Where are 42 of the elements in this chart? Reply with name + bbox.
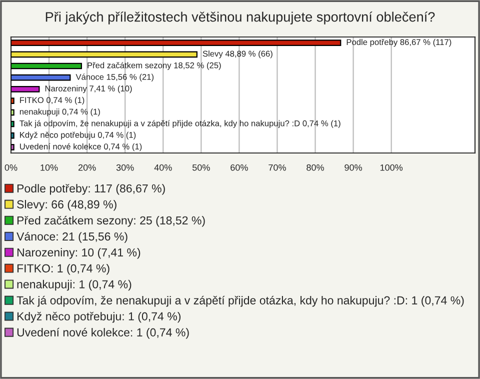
x-tick-label: 40% <box>154 164 172 171</box>
text: Slevy: 66 (48,89 %) <box>17 200 116 211</box>
x-tick-label: 80% <box>306 164 324 171</box>
data-label: Když něco potřebuju 0,74 % (1) <box>20 132 136 140</box>
text: nenakupuji: 1 (0,74 %) <box>17 280 132 291</box>
text: Uvedení nové kolekce: 1 (0,74 %) <box>17 328 189 339</box>
bar <box>11 51 198 58</box>
data-label: Slevy 48,89 % (66) <box>202 50 272 58</box>
bar <box>11 40 342 46</box>
x-tick-label: 10% <box>40 164 58 171</box>
data-label: Narozeniny 7,41 % (10) <box>45 85 132 94</box>
data-label: Podle potřeby 86,67 % (117) <box>346 38 452 47</box>
bar <box>11 144 14 150</box>
x-tick-label: 0% <box>4 164 18 171</box>
bar <box>11 120 14 128</box>
text: Před začátkem sezony: 25 (18,52 %) <box>17 216 205 227</box>
text: FITKO: 1 (0,74 %) <box>17 264 110 275</box>
text: Tak já odpovím, že nenakupuji a v zápětí přijde otázka, kdy ho nakupuju? :D: 1 (0,74 %) <box>16 296 464 307</box>
x-tick-label: 90% <box>344 164 362 171</box>
text: Vánoce: 21 (15,56 %) <box>16 232 128 243</box>
data-label: Tak já odpovím, že nenakupuji a v zápětí přijde otázka, kdy ho nakupuju? :D 0,74 % (1) <box>20 120 340 128</box>
text: Podle potřeby: 117 (86,67 %) <box>17 184 165 195</box>
bar <box>11 109 14 116</box>
bar <box>11 86 40 92</box>
chart-title: Při jakých příležitostech většinou nakupujete sportovní oblečení? <box>46 12 435 24</box>
data-label: Uvedení nové kolekce 0,74 % (1) <box>20 143 142 152</box>
x-tick-label: 50% <box>192 164 210 171</box>
data-label: Před začátkem sezony 18,52 % (25) <box>88 62 221 70</box>
bar <box>11 98 14 104</box>
x-tick-label: 70% <box>268 164 286 171</box>
data-label: nenakupuji 0,74 % (1) <box>20 108 100 116</box>
data-label: FITKO 0,74 % (1) <box>20 96 84 105</box>
data-label: Vánoce 15,56 % (21) <box>76 74 154 82</box>
text: Narozeniny: 10 (7,41 %) <box>17 248 140 259</box>
bar <box>11 62 82 70</box>
bar <box>11 132 14 139</box>
x-tick-label: 20% <box>78 164 96 171</box>
x-tick-label: 60% <box>230 164 248 171</box>
x-tick-label: 30% <box>116 164 134 171</box>
text: Když něco potřebuju: 1 (0,74 %) <box>17 312 180 323</box>
bar <box>11 74 71 81</box>
x-tick-label: 100% <box>380 164 403 171</box>
